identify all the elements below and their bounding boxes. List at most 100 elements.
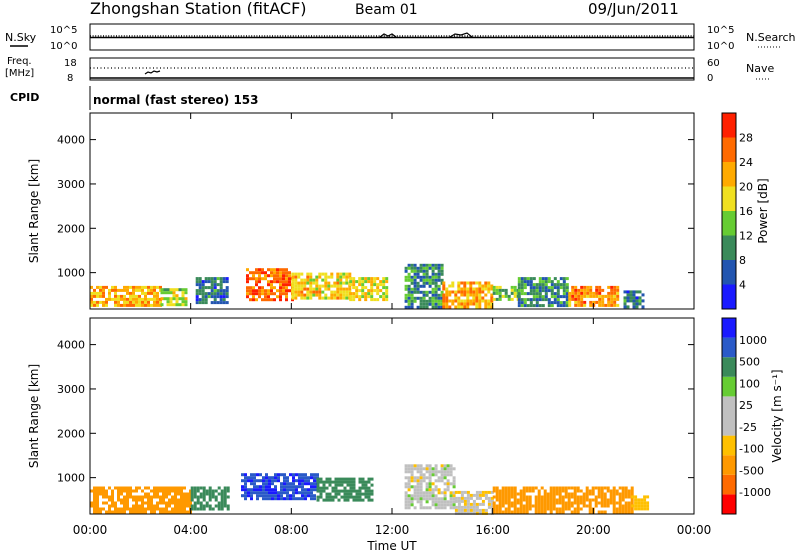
velocity-cell xyxy=(105,489,108,493)
power-cell xyxy=(166,288,170,292)
velocity-cell xyxy=(114,501,117,505)
velocity-cell xyxy=(585,486,589,490)
velocity-cell xyxy=(295,485,298,489)
power-cell xyxy=(586,294,590,298)
power-cell xyxy=(601,300,605,304)
velocity-cell xyxy=(292,491,295,495)
power-cell xyxy=(219,289,223,293)
power-cell xyxy=(556,286,560,290)
velocity-cell xyxy=(407,503,411,507)
velocity-cell xyxy=(298,497,301,501)
power-cell xyxy=(342,275,346,279)
velocity-cell xyxy=(597,486,601,490)
power-colorbar-segment xyxy=(722,162,736,187)
velocity-cell xyxy=(501,498,505,502)
velocity-cell xyxy=(286,476,289,480)
velocity-cell xyxy=(298,479,301,483)
velocity-cell xyxy=(643,501,647,505)
power-cell xyxy=(156,297,159,301)
velocity-cell xyxy=(646,495,650,499)
power-cell xyxy=(410,296,414,300)
velocity-cell xyxy=(99,492,102,496)
power-cell xyxy=(568,291,572,295)
power-cell xyxy=(297,275,301,279)
power-cell xyxy=(463,281,467,285)
power-cell xyxy=(285,283,288,287)
velocity-cell xyxy=(510,504,514,508)
velocity-cell xyxy=(531,486,535,490)
velocity-cell xyxy=(422,491,426,495)
power-cell xyxy=(207,292,211,296)
velocity-cell xyxy=(199,507,203,511)
power-cell xyxy=(416,281,420,285)
power-cell xyxy=(90,300,93,304)
power-cell xyxy=(544,295,548,299)
power-cell xyxy=(120,294,123,298)
velocity-cell xyxy=(358,489,362,493)
velocity-cell xyxy=(457,499,461,503)
power-cell xyxy=(407,272,411,276)
velocity-cell xyxy=(413,506,417,510)
velocity-cell xyxy=(525,510,529,514)
velocity-cell xyxy=(419,503,423,507)
velocity-cell xyxy=(570,486,574,490)
velocity-cell xyxy=(510,501,514,505)
power-cell xyxy=(336,284,340,288)
power-cell xyxy=(568,303,572,307)
power-cell xyxy=(276,280,279,284)
power-cell xyxy=(553,298,557,302)
velocity-cell xyxy=(419,482,423,486)
velocity-cell xyxy=(223,486,227,490)
power-cell xyxy=(598,291,602,295)
velocity-cell xyxy=(316,483,320,487)
velocity-cell xyxy=(286,482,289,486)
power-cell xyxy=(160,288,164,292)
velocity-cell xyxy=(153,504,156,508)
power-cell xyxy=(153,294,156,298)
power-cell xyxy=(213,277,217,281)
velocity-cell xyxy=(410,470,414,474)
power-cell xyxy=(303,278,307,282)
velocity-colorbar-label: Velocity [m s⁻¹] xyxy=(770,369,784,462)
power-cell xyxy=(246,274,249,278)
power-cell xyxy=(216,283,220,287)
power-cell xyxy=(428,296,432,300)
velocity-cell xyxy=(156,495,159,499)
power-cell xyxy=(279,292,282,296)
power-cell xyxy=(437,296,441,300)
power-cell xyxy=(147,297,150,301)
power-cell xyxy=(547,277,551,281)
velocity-cell xyxy=(460,505,464,509)
power-cell xyxy=(150,285,153,289)
velocity-cell xyxy=(241,494,244,498)
velocity-cell xyxy=(313,494,316,498)
velocity-cell xyxy=(443,488,447,492)
velocity-cell xyxy=(162,501,165,505)
power-cell xyxy=(583,300,587,304)
power-cell xyxy=(495,288,499,292)
velocity-cell xyxy=(367,495,371,499)
velocity-cell xyxy=(253,485,256,489)
power-cell xyxy=(279,295,282,299)
power-cell xyxy=(90,297,93,301)
velocity-cell xyxy=(364,489,368,493)
power-cell xyxy=(370,295,374,299)
power-cell xyxy=(407,293,411,297)
velocity-cell xyxy=(621,495,625,499)
power-colorbar-tick-label: 12 xyxy=(739,230,753,243)
velocity-cell xyxy=(105,492,108,496)
velocity-cell xyxy=(141,507,144,511)
power-cell xyxy=(520,298,524,302)
power-cell xyxy=(460,293,464,297)
power-cell xyxy=(553,292,557,296)
power-cell xyxy=(312,281,316,285)
power-cell xyxy=(285,274,288,278)
velocity-cell xyxy=(534,495,538,499)
power-cell xyxy=(198,298,202,302)
power-cell xyxy=(565,301,569,305)
power-cell xyxy=(410,287,414,291)
power-cell xyxy=(348,287,352,291)
velocity-cell xyxy=(452,500,456,504)
velocity-cell xyxy=(588,510,592,514)
